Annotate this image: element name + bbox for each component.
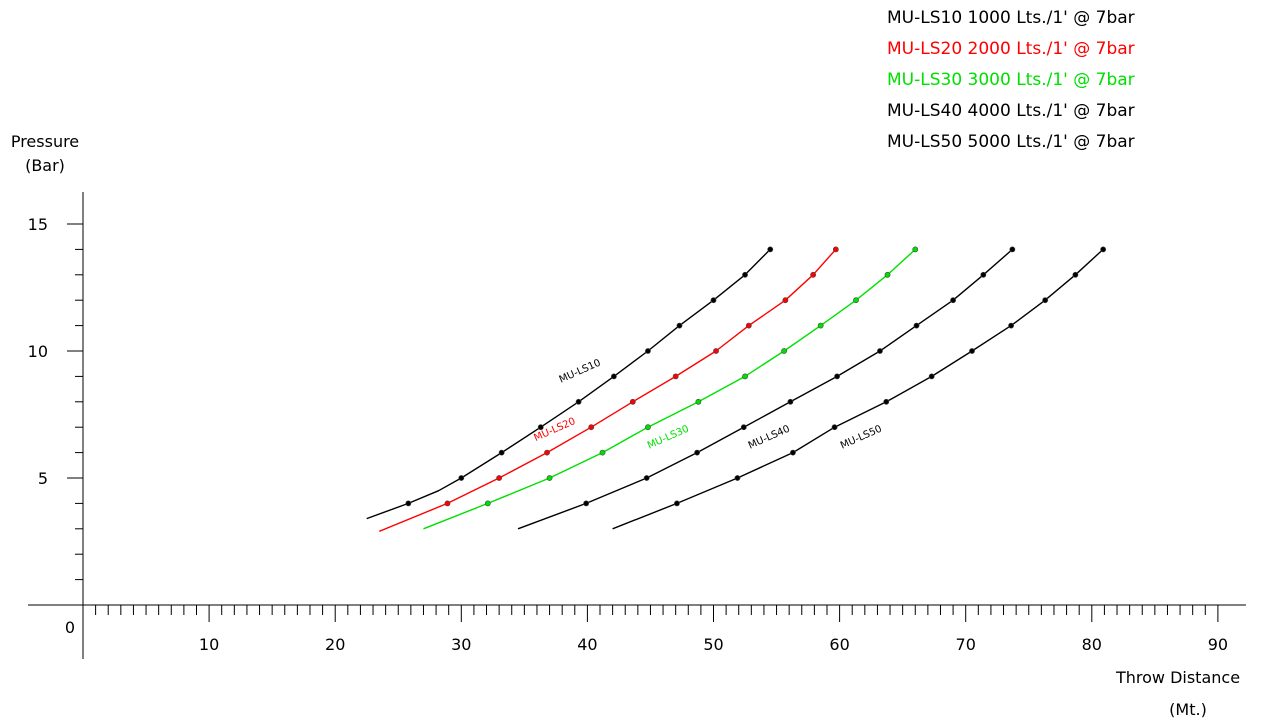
series-line xyxy=(517,248,1013,530)
data-point xyxy=(913,322,920,329)
data-point xyxy=(588,424,595,431)
data-point xyxy=(496,475,503,481)
curve-label: MU-LS50 xyxy=(839,424,884,452)
data-point xyxy=(1009,246,1016,253)
data-point xyxy=(1072,271,1079,278)
data-point xyxy=(710,297,717,304)
series-mu-ls10: MU-LS10 xyxy=(366,246,774,520)
data-point xyxy=(583,500,590,507)
data-point xyxy=(498,449,505,456)
series-mu-ls50: MU-LS50 xyxy=(612,246,1107,530)
data-point xyxy=(740,424,747,431)
data-point xyxy=(537,424,544,431)
y-axis-title-line2: (Bar) xyxy=(25,156,65,175)
data-point xyxy=(832,246,839,253)
legend-entry: MU-LS10 1000 Lts./1' @ 7bar xyxy=(887,8,1135,28)
data-point xyxy=(853,297,859,304)
data-point xyxy=(745,322,752,329)
legend-entry: MU-LS20 2000 Lts./1' @ 7bar xyxy=(887,39,1135,59)
x-axis-title-line2: (Mt.) xyxy=(1169,700,1207,719)
x-tick-label: 10 xyxy=(199,635,219,654)
data-point xyxy=(1008,322,1014,329)
data-point xyxy=(645,348,651,354)
x-tick-label: 50 xyxy=(703,635,723,654)
data-point xyxy=(694,449,701,456)
series-mu-ls40: MU-LS40 xyxy=(517,246,1016,530)
series-line xyxy=(423,248,916,530)
data-point xyxy=(883,398,890,405)
data-point xyxy=(645,424,651,431)
x-tick-label: 40 xyxy=(577,635,597,654)
series-line xyxy=(366,248,771,520)
series-mu-ls30: MU-LS30 xyxy=(423,246,919,530)
series-line xyxy=(612,248,1104,530)
data-point xyxy=(781,348,788,354)
y-axis-title: Pressure (Bar) xyxy=(11,132,79,175)
data-point xyxy=(1042,297,1049,304)
legend-entry: MU-LS40 4000 Lts./1' @ 7bar xyxy=(887,101,1135,121)
data-point xyxy=(782,297,789,304)
legend-entry: MU-LS50 5000 Lts./1' @ 7bar xyxy=(887,132,1135,152)
data-point xyxy=(884,271,891,278)
data-point xyxy=(1100,246,1107,253)
curve-label: MU-LS40 xyxy=(747,424,792,452)
series-line xyxy=(379,248,837,532)
data-point xyxy=(713,348,719,354)
x-tick-label: 30 xyxy=(451,635,471,654)
data-point xyxy=(544,449,550,456)
series-mu-ls20: MU-LS20 xyxy=(379,246,839,532)
x-tick-label: 80 xyxy=(1082,635,1102,654)
legend: MU-LS10 1000 Lts./1' @ 7bar MU-LS20 2000 … xyxy=(887,8,1135,152)
x-tick-label: 90 xyxy=(1208,635,1228,654)
data-point xyxy=(928,373,935,380)
x-tick-label: 20 xyxy=(325,635,345,654)
data-point xyxy=(405,500,412,507)
axes: 10 20 30 40 50 60 70 80 90 5 10 15 xyxy=(28,192,1246,659)
data-point xyxy=(444,500,451,507)
data-point xyxy=(767,246,774,253)
y-tick-label: 5 xyxy=(38,469,48,488)
data-point xyxy=(676,322,683,329)
x-tick-label: 70 xyxy=(956,635,976,654)
data-point xyxy=(969,348,975,354)
data-point xyxy=(912,246,919,253)
curve-label: MU-LS30 xyxy=(646,424,691,452)
data-point xyxy=(484,500,491,507)
data-point xyxy=(629,398,636,405)
data-point xyxy=(610,373,617,380)
data-point xyxy=(643,475,650,481)
x-axis-title-line1: Throw Distance xyxy=(1115,668,1240,687)
data-point xyxy=(742,373,748,380)
data-point xyxy=(674,500,680,507)
data-point xyxy=(546,475,553,481)
data-point xyxy=(458,475,465,481)
data-point xyxy=(831,424,838,431)
x-tick-label: 60 xyxy=(829,635,849,654)
data-point xyxy=(575,398,582,405)
y-tick-label: 15 xyxy=(28,215,48,234)
data-point xyxy=(817,322,824,329)
data-point xyxy=(834,373,840,380)
data-point xyxy=(599,449,606,456)
data-point xyxy=(810,271,817,278)
legend-entry: MU-LS30 3000 Lts./1' @ 7bar xyxy=(887,70,1135,90)
data-point xyxy=(734,475,741,481)
data-point xyxy=(742,271,748,278)
y-axis-title-line1: Pressure xyxy=(11,132,79,151)
curve-label: MU-LS10 xyxy=(558,358,603,386)
data-point xyxy=(695,398,702,405)
data-point xyxy=(950,297,956,304)
data-point xyxy=(790,449,796,456)
y-tick-label: 10 xyxy=(28,342,48,361)
data-point xyxy=(980,271,987,278)
data-point xyxy=(877,348,883,354)
x-axis-title: Throw Distance (Mt.) xyxy=(1115,668,1240,719)
data-point xyxy=(787,398,794,405)
data-point xyxy=(672,373,679,380)
origin-label: 0 xyxy=(65,618,75,637)
